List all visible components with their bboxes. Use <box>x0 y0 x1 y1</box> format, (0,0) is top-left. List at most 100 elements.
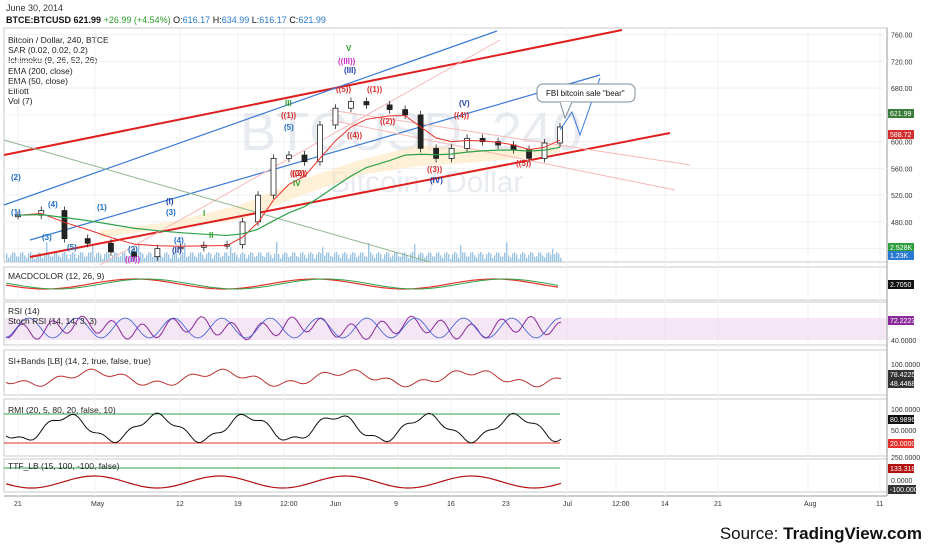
volume-bar <box>290 255 292 262</box>
volume-bar <box>518 258 520 262</box>
candle-body <box>61 210 68 240</box>
volume-bar <box>164 253 166 262</box>
fan-line-3 <box>329 119 676 191</box>
rmi-tag-bg <box>888 439 914 448</box>
ttf-line <box>5 475 562 489</box>
price-tag-bg <box>888 109 914 118</box>
macd-tag-label: 2.7050 <box>890 282 912 289</box>
volume-bar <box>342 253 344 262</box>
volume-bar <box>78 255 80 262</box>
volume-bar <box>448 254 450 262</box>
volume-bar <box>50 256 52 262</box>
volume-bar <box>540 252 542 262</box>
volume-bar <box>160 255 162 262</box>
volume-bar <box>450 258 452 262</box>
volume-bar <box>206 253 208 262</box>
legend-vol[interactable]: Vol (7) <box>8 96 33 107</box>
symbol-name[interactable]: BTCE:BTCUSD <box>6 15 71 25</box>
volume-bar <box>534 256 536 262</box>
price-tag-label: 588.72 <box>890 132 912 139</box>
volume-bar <box>282 254 284 262</box>
candle-body <box>433 147 440 159</box>
volume-bar <box>362 252 364 262</box>
elliott-label: ((3)) <box>290 169 305 178</box>
time-tick-label: 12:00 <box>612 501 630 508</box>
volume-bar <box>240 253 242 262</box>
elliott-label: V <box>346 44 352 53</box>
macd-pane-label[interactable]: MACDCOLOR (12, 26, 9) <box>8 271 105 281</box>
volume-bar <box>6 253 8 262</box>
elliott-label: (2) <box>11 173 21 182</box>
candle-body <box>402 109 409 116</box>
volume-bar <box>182 252 184 262</box>
volume-bar <box>86 256 88 262</box>
volume-bar <box>484 258 486 262</box>
legend-title[interactable]: Bitcoin / Dollar, 240, BTCE <box>8 35 109 45</box>
candle-body <box>255 194 261 223</box>
volume-bar <box>392 255 394 262</box>
volume-bar <box>358 255 360 262</box>
volume-bar <box>192 252 194 262</box>
ttf-pane-label[interactable]: TTF_LB (15, 100, -100, false) <box>8 461 120 471</box>
elliott-label: ((5)) <box>336 85 351 94</box>
open-value: 616.17 <box>182 15 211 25</box>
volume-bar <box>526 257 528 262</box>
volume-bar <box>298 256 300 262</box>
candle-body <box>464 137 470 149</box>
volume-bar <box>242 252 244 262</box>
volume-bar <box>220 257 222 262</box>
volume-bar <box>124 252 126 262</box>
candle-body <box>286 154 292 159</box>
legend-ichimoku[interactable]: Ichimoku (9, 26, 52, 26) <box>8 55 98 66</box>
candle-body <box>363 101 370 106</box>
volume-bar <box>482 254 484 262</box>
volume-bar <box>514 252 516 262</box>
price-tick-label: 560.00 <box>891 166 913 173</box>
elliott-label: (2) <box>128 245 138 254</box>
elliott-label: (1) <box>97 203 107 212</box>
rmi-pane-label[interactable]: RMI (20, 5, 80, 20, false, 10) <box>8 405 116 415</box>
volume-bar <box>280 258 282 262</box>
channel-upper-red <box>3 29 623 156</box>
sibands-pane-label[interactable]: SI+Bands [LB] (14, 2, true, false, true) <box>8 356 151 366</box>
legend-sar[interactable]: SAR (0.02, 0.02, 0.2) <box>8 45 88 56</box>
sib-tag-bg <box>888 370 914 379</box>
time-tick-label: 12:00 <box>280 501 298 508</box>
price-tick-label: 600.00 <box>891 140 913 147</box>
elliott-label: ((1)) <box>367 85 382 94</box>
volume-bar <box>408 257 410 262</box>
volume-bar <box>302 252 304 262</box>
elliott-label: ((4)) <box>454 111 469 120</box>
volume-bar <box>312 253 314 262</box>
elliott-label: (1) <box>11 208 21 217</box>
volume-bar <box>382 258 384 262</box>
rsi-pane-label[interactable]: RSI (14) <box>8 306 40 316</box>
volume-bar <box>186 256 188 262</box>
volume-bar <box>308 253 310 262</box>
volume-bar <box>212 258 214 262</box>
volume-bar <box>558 253 560 262</box>
volume-bar <box>346 254 348 262</box>
legend-ema50[interactable]: EMA (50, close) <box>8 75 68 86</box>
high-label: H: <box>212 15 222 25</box>
volume-bar <box>328 252 330 262</box>
volume-bar <box>188 255 190 262</box>
legend-ema200[interactable]: EMA (200, close) <box>8 65 73 76</box>
volume-bar <box>384 254 386 262</box>
price-tick-label: 760.00 <box>891 33 913 40</box>
volume-bars <box>6 242 562 262</box>
volume-bar <box>90 252 92 262</box>
volume-bar <box>510 257 512 262</box>
volume-bar <box>170 258 172 262</box>
elliott-label: II <box>209 231 213 240</box>
sib-tag-label: 78.4225 <box>890 372 915 379</box>
price-tag-bg <box>888 251 914 260</box>
ttf-tag-bg <box>888 464 914 473</box>
volume-bar <box>542 255 544 262</box>
callout-text: FBI bitcoin sale "bear" <box>546 89 625 98</box>
volume-bar <box>22 252 24 262</box>
volume-bar <box>398 256 400 262</box>
stoch-pane-label[interactable]: Stoch RSI (14, 14, 3, 3) <box>8 316 97 326</box>
volume-bar <box>414 244 416 262</box>
